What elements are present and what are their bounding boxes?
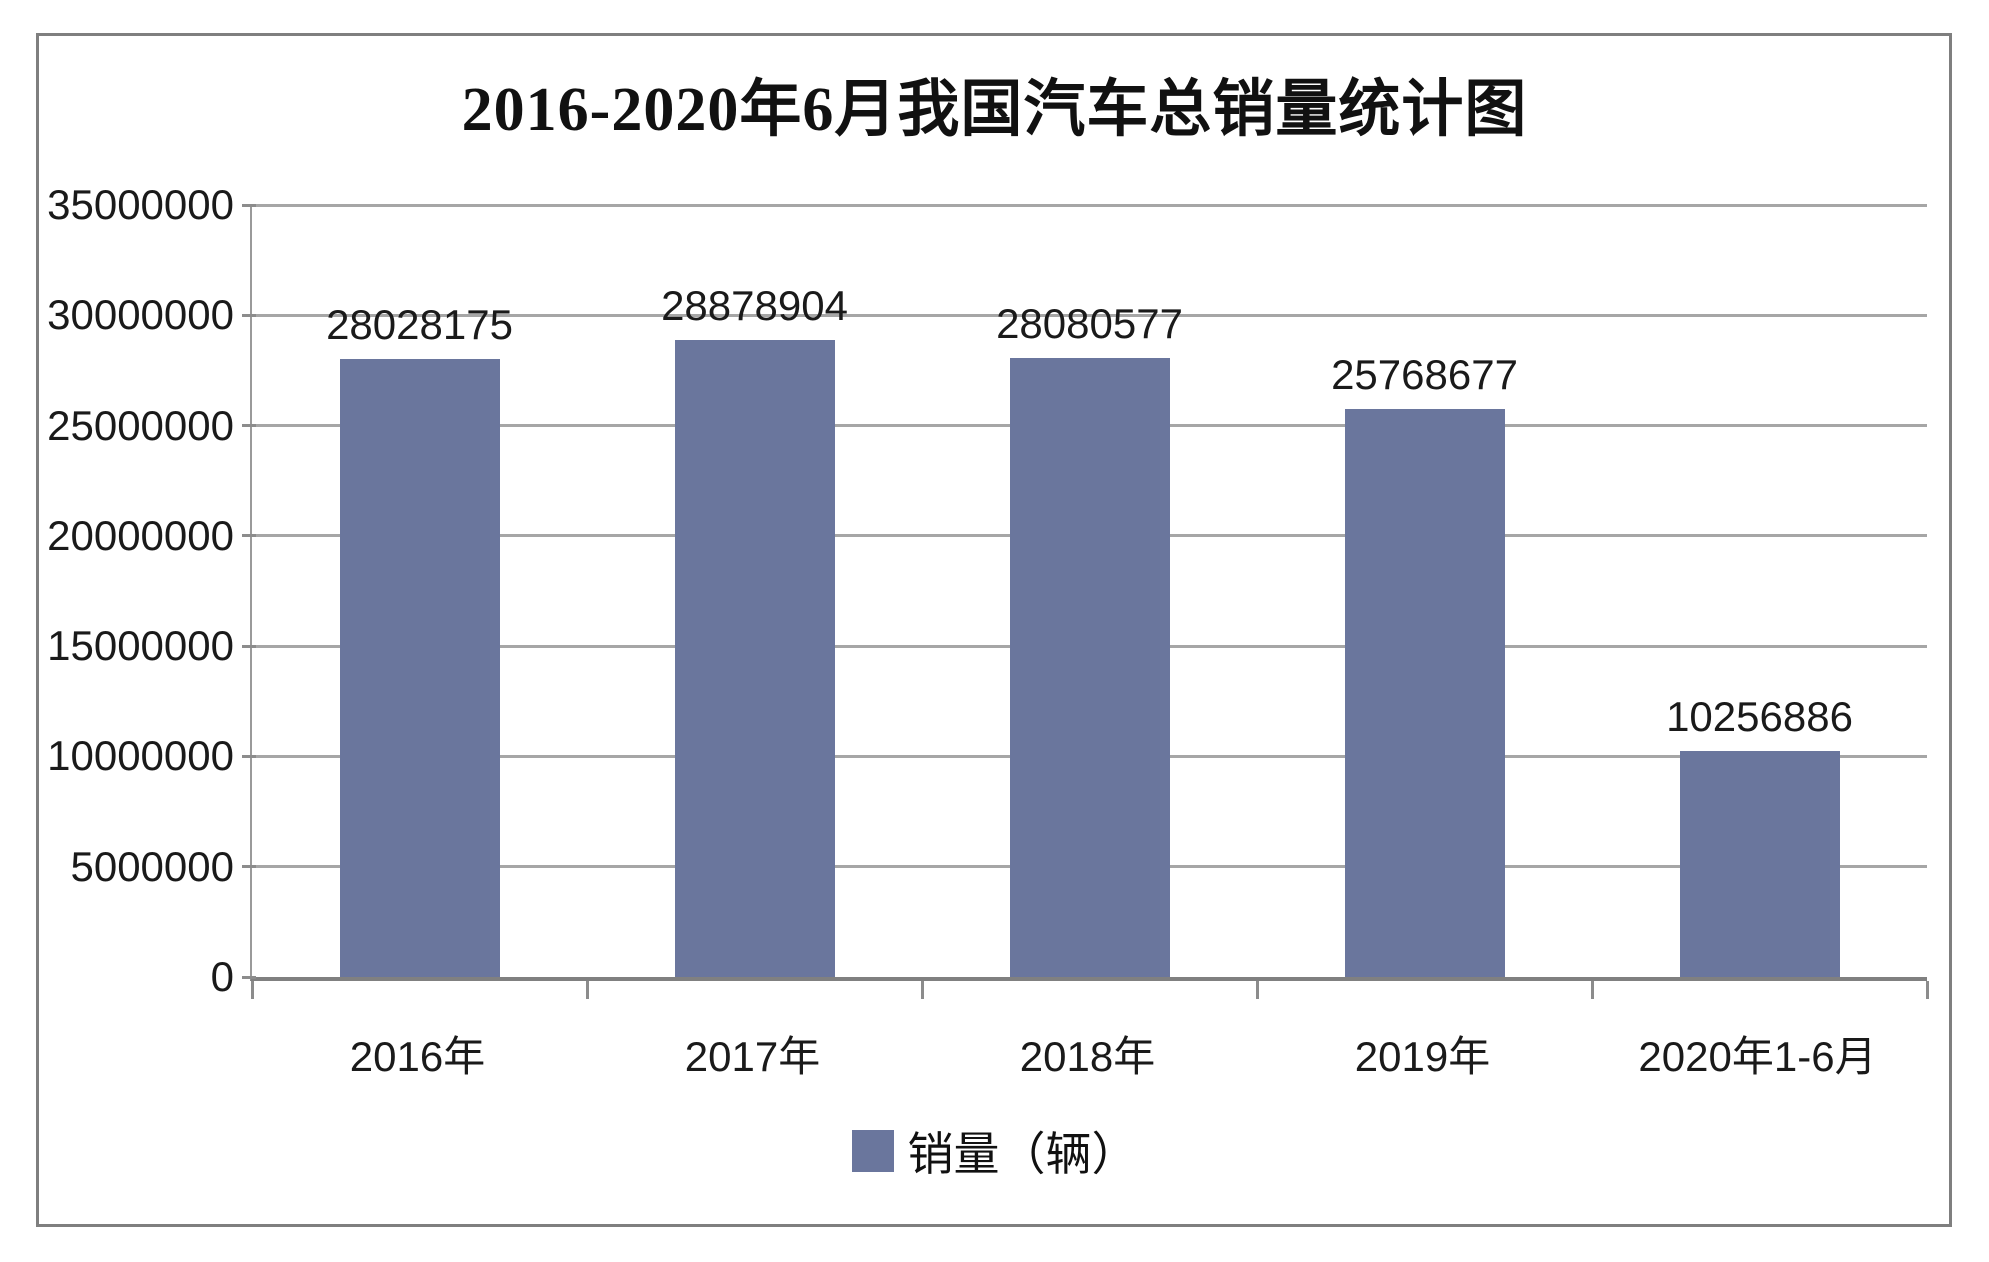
legend: 销量（辆） (0, 1118, 1989, 1184)
y-axis-tick-label: 5000000 (70, 842, 234, 890)
bar-2017年 (674, 340, 835, 977)
y-axis-tick-label: 20000000 (47, 511, 234, 559)
bar-value-label: 10256886 (1666, 692, 1853, 740)
gridline (252, 313, 1927, 317)
y-axis-tick (242, 424, 256, 428)
y-axis-tick (242, 644, 256, 648)
x-axis-category-label: 2017年 (684, 1033, 821, 1080)
y-axis-tick-label: 35000000 (47, 181, 234, 228)
x-axis-category-label: 2019年 (1354, 1033, 1491, 1080)
x-axis-category-label: 2018年 (1019, 1033, 1156, 1080)
y-axis-tick (242, 534, 256, 538)
x-axis-category-label: 2016年 (349, 1033, 486, 1080)
bar-value-label: 25768677 (1331, 350, 1518, 398)
x-axis-tick (1590, 981, 1594, 999)
y-axis-tick-label: 30000000 (47, 291, 234, 339)
legend-color-swatch-icon (851, 1130, 894, 1172)
x-axis-tick (1255, 981, 1259, 999)
chart-title: 2016-2020年6月我国汽车总销量统计图 (461, 76, 1528, 144)
x-axis-tick (585, 981, 589, 999)
y-axis-tick (242, 865, 256, 869)
bar-value-label: 28878904 (661, 282, 848, 330)
y-axis-tick-label: 0 (210, 953, 234, 1000)
y-axis-tick (242, 203, 256, 207)
bar-2020年1-6月 (1679, 750, 1840, 977)
y-axis-tick-label: 25000000 (47, 401, 234, 449)
y-axis-labels: 35000000 30000000 25000000 20000000 15000000… (0, 181, 234, 1000)
bar-2019年 (1344, 408, 1505, 977)
bar-value-label: 28080577 (996, 299, 1183, 347)
x-axis-tick (1925, 981, 1929, 999)
y-axis-tick (242, 975, 256, 979)
y-axis-tick-label: 10000000 (47, 732, 234, 780)
x-axis-labels: 2016年 2017年 2018年 2019年 2020年1-6月 (250, 1005, 1925, 1080)
bar-value-label: 28028175 (326, 300, 513, 348)
y-axis-tick (242, 754, 256, 758)
y-axis-tick (242, 313, 256, 317)
legend-series-label: 销量（辆） (907, 1128, 1138, 1180)
bar-2016年 (339, 358, 500, 977)
x-axis-category-label: 2020年1-6月 (1638, 1033, 1877, 1080)
y-axis-tick-label: 15000000 (47, 622, 234, 670)
plot-area: 28028175 28878904 28080577 25768677 10256886 (242, 203, 1929, 999)
bar-2018年 (1009, 357, 1170, 977)
x-axis-tick (920, 981, 924, 999)
gridline (252, 203, 1927, 207)
x-axis-tick (250, 981, 254, 999)
